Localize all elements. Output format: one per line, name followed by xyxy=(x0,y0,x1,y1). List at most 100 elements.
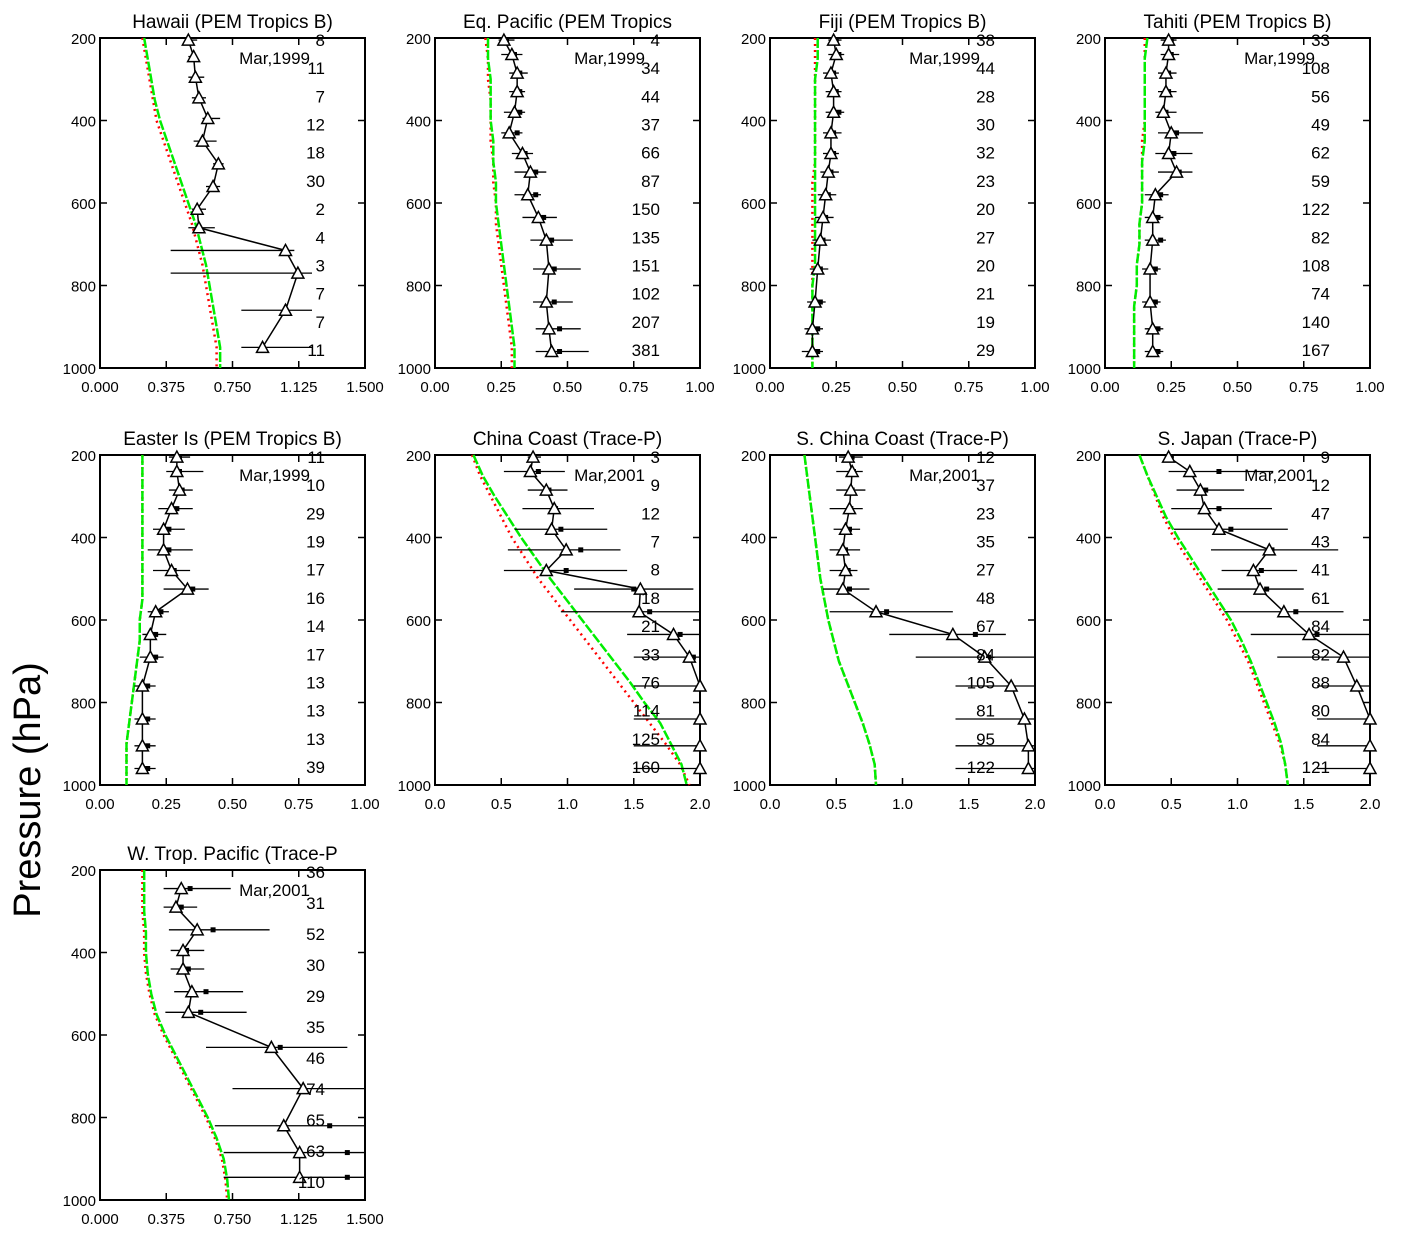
median-marker xyxy=(1148,187,1163,201)
mean-marker xyxy=(563,568,569,573)
y-tick-label: 1000 xyxy=(398,361,431,378)
sample-count: 23 xyxy=(976,172,995,191)
y-tick-label: 800 xyxy=(71,696,96,713)
y-axis-label: Pressure (hPa) xyxy=(2,600,54,980)
sample-count: 59 xyxy=(1311,172,1330,191)
panel-date: Mar,1999 xyxy=(574,49,645,68)
mean-marker xyxy=(174,506,180,512)
sample-count: 52 xyxy=(306,925,325,944)
model-a-line xyxy=(141,37,218,368)
sample-count: 84 xyxy=(1311,617,1330,636)
median-marker xyxy=(525,449,541,463)
mean-marker xyxy=(517,109,523,115)
x-tick-label: 0.5 xyxy=(491,796,512,813)
median-marker xyxy=(1161,32,1176,46)
sample-count: 29 xyxy=(306,504,325,523)
sample-count: 121 xyxy=(1302,758,1330,777)
panel-title: S. China Coast (Trace-P) xyxy=(796,429,1009,450)
median-marker xyxy=(195,133,210,147)
mean-marker xyxy=(166,547,172,553)
x-tick-label: 0.00 xyxy=(1090,379,1119,396)
sample-count: 87 xyxy=(641,172,660,191)
x-tick-label: 0.50 xyxy=(218,796,247,813)
median-marker xyxy=(168,899,184,913)
sample-count: 49 xyxy=(1311,116,1330,135)
median-marker xyxy=(148,604,163,618)
x-tick-label: 0.25 xyxy=(822,379,851,396)
median-marker xyxy=(558,542,574,556)
x-tick-label: 0.75 xyxy=(1289,379,1318,396)
sample-count: 8 xyxy=(651,561,660,580)
panel-8: S. Japan (Trace-P) Mar,2001 200 400 600 800 10… xyxy=(1068,429,1381,813)
sample-count: 46 xyxy=(306,1049,325,1068)
median-marker xyxy=(205,178,221,193)
sample-count: 114 xyxy=(633,702,660,721)
panel-5: Easter Is (PEM Tropics B) Mar,1999 200 400 6… xyxy=(63,429,380,813)
mean-marker xyxy=(1293,609,1299,615)
y-tick-label: 400 xyxy=(406,531,431,548)
model-b-line xyxy=(472,454,688,786)
panel-date: Mar,2001 xyxy=(574,466,645,485)
sample-count: 56 xyxy=(1311,87,1330,106)
y-tick-label: 200 xyxy=(406,31,431,48)
y-tick-label: 400 xyxy=(1076,531,1101,548)
sample-count: 39 xyxy=(306,758,325,777)
sample-count: 18 xyxy=(306,144,325,163)
median-marker xyxy=(813,232,828,246)
median-marker xyxy=(633,581,648,595)
median-marker xyxy=(1349,678,1365,692)
panel-9: W. Trop. Pacific (Trace-P Mar,2001 200 400 6… xyxy=(63,844,384,1228)
mean-marker xyxy=(1258,568,1264,573)
model-a-line xyxy=(803,454,878,786)
median-marker xyxy=(1003,678,1019,692)
x-tick-label: 1.0 xyxy=(1227,796,1248,813)
x-tick-label: 0.0 xyxy=(1095,796,1116,813)
y-tick-label: 600 xyxy=(1076,196,1101,213)
median-marker xyxy=(509,65,525,79)
sample-count: 3 xyxy=(316,256,325,275)
sample-count: 37 xyxy=(976,476,995,495)
median-marker xyxy=(805,321,820,335)
sample-count: 12 xyxy=(641,504,660,523)
median-marker xyxy=(544,521,559,535)
mean-marker xyxy=(631,586,637,592)
mean-marker xyxy=(647,609,653,615)
sample-count: 10 xyxy=(306,476,325,495)
mean-marker xyxy=(166,526,172,532)
x-tick-label: 0.50 xyxy=(888,379,917,396)
sample-count: 28 xyxy=(976,87,995,106)
mean-marker xyxy=(535,469,541,474)
model-b-line xyxy=(1138,454,1290,786)
mean-marker xyxy=(1171,151,1177,156)
mean-marker xyxy=(1216,506,1222,512)
y-tick-label: 200 xyxy=(741,31,766,48)
x-tick-label: 0.00 xyxy=(420,379,449,396)
x-tick-label: 0.750 xyxy=(214,379,252,396)
panel-7: S. China Coast (Trace-P) Mar,2001 200 400 60… xyxy=(733,429,1046,813)
median-marker xyxy=(191,220,207,234)
median-marker xyxy=(544,343,559,358)
sample-count: 18 xyxy=(641,589,660,608)
sample-count: 16 xyxy=(306,589,325,608)
median-marker xyxy=(509,84,525,98)
median-marker xyxy=(531,209,546,224)
median-marker xyxy=(172,482,187,496)
median-marker xyxy=(1158,65,1174,79)
plot-frame xyxy=(1104,454,1371,786)
x-tick-label: 2.0 xyxy=(1025,796,1046,813)
mean-marker xyxy=(153,654,159,660)
x-tick-label: 0.0 xyxy=(760,796,781,813)
mean-marker xyxy=(190,586,196,592)
x-tick-label: 0.5 xyxy=(1161,796,1182,813)
median-marker xyxy=(188,69,203,83)
panel-2: Eq. Pacific (PEM Tropics Mar,1999 200 400 60… xyxy=(398,12,715,396)
median-marker xyxy=(264,1039,279,1054)
panel-6: China Coast (Trace-P)Mar,200120040060080… xyxy=(398,429,711,813)
panel-title: China Coast (Trace-P) xyxy=(473,429,662,450)
sample-count: 31 xyxy=(306,894,325,913)
panel-title: S. Japan (Trace-P) xyxy=(1158,429,1318,450)
median-marker xyxy=(1211,521,1227,535)
y-tick-label: 800 xyxy=(406,696,431,713)
mean-marker xyxy=(551,266,557,272)
mean-marker xyxy=(277,1044,283,1050)
